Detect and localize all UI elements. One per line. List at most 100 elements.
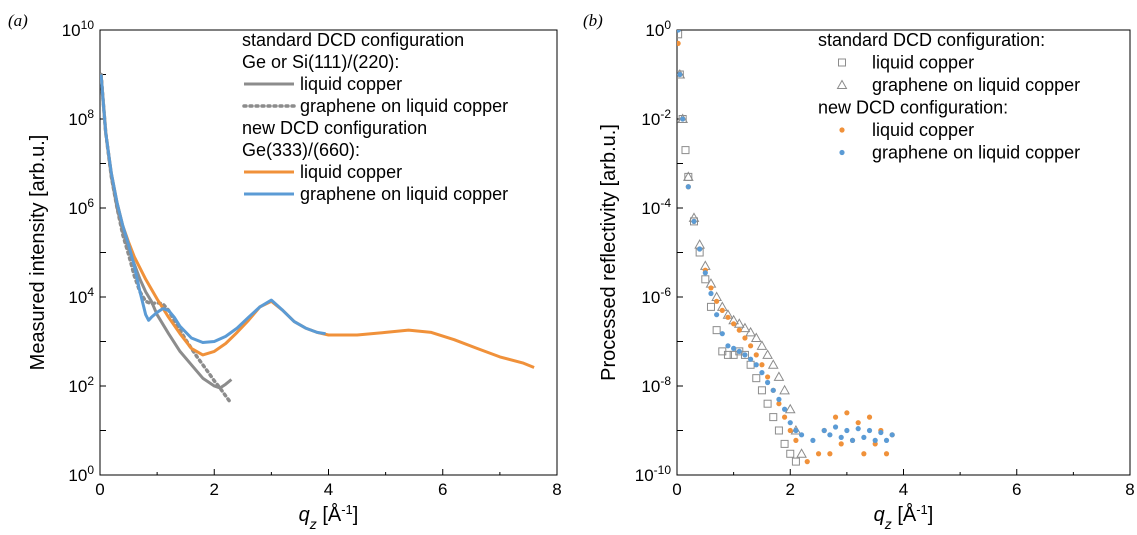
data-point-2 — [793, 437, 799, 443]
data-point-3 — [685, 184, 691, 190]
data-point-1 — [682, 171, 694, 181]
legend-swatch — [836, 79, 848, 89]
y-tick-label: 1010 — [62, 18, 95, 40]
data-point-3 — [677, 30, 681, 33]
data-point-3 — [702, 270, 708, 276]
data-point-2 — [776, 401, 782, 407]
data-point-2 — [844, 410, 850, 416]
data-point-3 — [714, 312, 720, 318]
data-point-1 — [733, 318, 745, 328]
y-tick-label: 102 — [68, 374, 94, 396]
legend-heading: standard DCD configuration — [242, 30, 464, 50]
data-point-2 — [861, 451, 867, 457]
x-tick-label: 2 — [210, 480, 219, 499]
data-point-0 — [723, 350, 732, 359]
y-axis-title: Measured intensity [arb.u.] — [27, 135, 49, 371]
legend-heading: new DCD configuration: — [818, 98, 1008, 118]
data-point-3 — [787, 420, 793, 426]
data-point-3 — [838, 434, 844, 440]
x-tick-label: 2 — [786, 480, 795, 499]
data-point-1 — [796, 448, 807, 458]
legend: standard DCD configuration: liquid copper… — [818, 30, 1080, 163]
data-point-3 — [781, 406, 788, 412]
data-point-1 — [745, 326, 756, 337]
legend-label: liquid copper — [300, 162, 402, 182]
y-tick-label: 100 — [68, 463, 94, 485]
x-tick-label: 0 — [672, 480, 681, 499]
data-point-3 — [889, 432, 895, 438]
legend-swatch — [838, 58, 846, 67]
data-point-3 — [861, 434, 867, 440]
x-tick-label: 8 — [552, 480, 561, 499]
data-point-3 — [878, 429, 884, 436]
panel-a: 0 2 4 6 8 100 102 104 106 108 1010 Measured intensi… — [8, 11, 562, 532]
data-point-1 — [750, 332, 762, 342]
data-point-3 — [719, 331, 725, 337]
data-point-2 — [832, 414, 839, 420]
data-point-2 — [827, 451, 833, 457]
data-point-3 — [821, 427, 827, 434]
data-point-0 — [681, 146, 690, 155]
legend-label: graphene on liquid copper — [872, 75, 1080, 95]
x-tick-label: 8 — [1125, 480, 1134, 499]
data-point-3 — [776, 396, 782, 402]
legend-heading: Ge or Si(111)/(220): — [242, 52, 399, 72]
data-point-3 — [731, 345, 737, 351]
data-point-2 — [781, 414, 788, 420]
data-point-3 — [844, 427, 850, 434]
data-point-1 — [773, 371, 785, 381]
y-tick-label: 100 — [645, 18, 671, 40]
data-point-2 — [731, 321, 737, 327]
data-point-2 — [748, 343, 754, 349]
y-tick-label: 10-8 — [641, 374, 671, 396]
y-tick-label: 10-6 — [641, 285, 671, 307]
data-point-2 — [719, 307, 725, 313]
data-point-0 — [752, 374, 761, 383]
series-line-1 — [100, 72, 234, 406]
data-point-2 — [714, 298, 720, 304]
data-point-0 — [746, 360, 755, 369]
panel-label: (b) — [583, 11, 603, 30]
data-layer — [100, 72, 535, 406]
data-point-0 — [791, 457, 800, 466]
y-tick-label: 10-4 — [641, 196, 671, 218]
panel-b: 0 2 4 6 8 10-10 10-8 10-6 10-4 10-2 100 Processed r… — [583, 11, 1135, 532]
data-point-2 — [765, 374, 771, 380]
data-point-3 — [855, 426, 861, 432]
legend-label: graphene on liquid copper — [872, 143, 1080, 163]
data-point-0 — [712, 326, 721, 335]
y-tick-label: 106 — [68, 196, 94, 218]
data-point-3 — [883, 437, 890, 443]
data-point-1 — [779, 384, 790, 395]
data-point-3 — [736, 348, 742, 354]
data-point-2 — [815, 451, 822, 457]
legend-label: liquid copper — [300, 74, 402, 94]
legend-label: liquid copper — [872, 53, 974, 73]
data-point-3 — [708, 290, 714, 297]
data-point-3 — [677, 71, 683, 78]
y-axis-title: Processed reflectivity [arb.u.] — [598, 124, 620, 381]
data-point-2 — [677, 40, 681, 46]
data-point-3 — [765, 379, 771, 386]
legend-label: graphene on liquid copper — [300, 96, 508, 116]
data-point-2 — [866, 414, 873, 420]
data-point-2 — [787, 427, 793, 434]
data-point-1 — [756, 340, 768, 350]
data-point-0 — [774, 426, 783, 435]
data-point-3 — [680, 116, 686, 122]
data-point-3 — [691, 218, 697, 224]
data-point-0 — [763, 399, 772, 408]
data-point-2 — [725, 314, 731, 320]
data-point-2 — [753, 352, 759, 358]
x-tick-label: 4 — [899, 480, 908, 499]
data-point-3 — [849, 437, 856, 443]
data-point-3 — [748, 356, 754, 362]
data-point-3 — [793, 427, 799, 434]
data-point-3 — [753, 362, 759, 368]
data-point-3 — [810, 437, 816, 443]
data-point-2 — [759, 362, 765, 368]
x-axis-title: qz [Å-1] — [874, 502, 934, 533]
legend-label: liquid copper — [872, 120, 974, 140]
data-point-2 — [855, 420, 861, 426]
